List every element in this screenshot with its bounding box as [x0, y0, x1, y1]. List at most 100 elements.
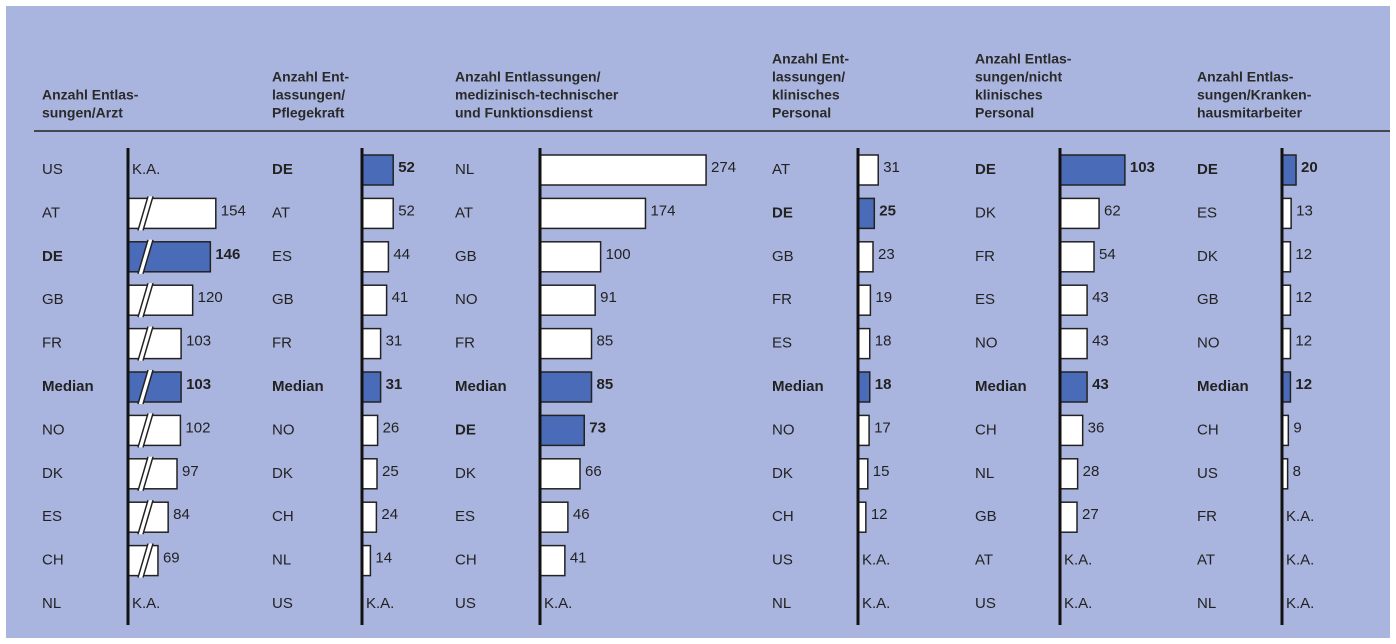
axis-break-line: [142, 413, 154, 448]
category-label: ES: [272, 248, 292, 265]
value-label: 43: [1092, 376, 1109, 393]
bar: [539, 241, 602, 273]
category-label: FR: [455, 335, 475, 352]
category-label: NL: [272, 552, 291, 569]
value-label: 103: [1130, 159, 1155, 176]
bar: [1059, 327, 1088, 360]
bar: [539, 501, 569, 533]
category-label: ES: [772, 335, 792, 352]
category-label: GB: [42, 291, 64, 308]
axis-break: [138, 283, 153, 318]
bar: [1281, 154, 1297, 186]
category-label: CH: [772, 508, 794, 525]
category-label: NL: [1197, 595, 1216, 612]
value-label: 25: [382, 463, 399, 480]
axis-break-line: [142, 543, 154, 578]
panel-title: Personal: [975, 105, 1034, 121]
category-label: US: [42, 161, 63, 178]
value-label: 102: [185, 419, 210, 436]
category-label: DK: [42, 465, 63, 482]
bar: [857, 327, 871, 360]
bar: [1059, 241, 1095, 273]
panel-title: Anzahl Entlas-: [1197, 69, 1294, 85]
category-label: FR: [772, 291, 792, 308]
category-label: Median: [455, 378, 507, 395]
value-label: 54: [1099, 246, 1116, 263]
category-label: FR: [1197, 508, 1217, 525]
bar: [361, 371, 382, 403]
bar: [857, 241, 874, 273]
bar: [127, 458, 178, 490]
value-label: K.A.: [862, 552, 890, 569]
bar: [361, 197, 394, 230]
bar: [1059, 501, 1078, 533]
panel-title: sungen/Kranken-: [1197, 87, 1312, 103]
bar: [857, 197, 876, 230]
value-label: 24: [381, 506, 398, 523]
bar: [127, 327, 182, 360]
value-label: 15: [873, 463, 890, 480]
axis-break-line: [137, 282, 149, 318]
value-label: K.A.: [132, 161, 160, 178]
bar: [857, 371, 871, 403]
panel-title: und Funktionsdienst: [455, 105, 593, 121]
bar: [127, 284, 194, 316]
category-label: AT: [1197, 552, 1215, 569]
bar: [361, 284, 388, 316]
category-label: GB: [772, 248, 794, 265]
value-label: K.A.: [544, 595, 572, 612]
axis-break-line: [137, 456, 149, 492]
category-label: DE: [272, 161, 293, 178]
bar: [127, 371, 182, 403]
value-label: 9: [1293, 419, 1301, 436]
value-label: 28: [1083, 463, 1100, 480]
axis-break-line: [142, 282, 154, 318]
panel-title: sungen/Arzt: [42, 105, 123, 121]
bar: [539, 327, 593, 360]
bar: [1059, 414, 1084, 447]
value-label: 52: [398, 202, 415, 219]
category-label: CH: [455, 552, 477, 569]
bar: [539, 154, 707, 186]
value-label: 31: [883, 159, 900, 176]
value-label: 12: [1295, 333, 1312, 350]
value-label: 12: [1295, 376, 1312, 393]
value-label: 100: [606, 246, 631, 263]
bar: [857, 414, 870, 447]
category-label: DE: [975, 161, 996, 178]
value-label: 103: [186, 333, 211, 350]
value-label: 154: [221, 202, 246, 219]
bar: [1059, 284, 1088, 316]
category-label: NO: [272, 421, 295, 438]
bar: [857, 154, 879, 186]
category-label: ES: [975, 291, 995, 308]
bar: [361, 414, 379, 447]
category-label: CH: [42, 552, 64, 569]
value-label: 8: [1293, 463, 1301, 480]
category-label: NO: [975, 335, 998, 352]
axis-break-line: [137, 196, 149, 231]
category-label: DK: [772, 465, 793, 482]
value-label: 120: [198, 289, 223, 306]
bar: [857, 284, 872, 316]
value-label: 41: [392, 289, 409, 306]
value-label: 31: [386, 333, 403, 350]
bar: [539, 458, 581, 490]
value-label: 19: [875, 289, 892, 306]
value-label: 20: [1301, 159, 1318, 176]
axis-break-line: [142, 456, 154, 492]
axis-break: [138, 543, 153, 578]
value-label: 274: [711, 159, 736, 176]
axis-break-line: [137, 326, 149, 361]
category-label: Median: [1197, 378, 1249, 395]
value-label: 52: [398, 159, 415, 176]
category-label: US: [772, 552, 793, 569]
value-label: 69: [163, 550, 180, 567]
category-label: ES: [455, 508, 475, 525]
value-label: K.A.: [132, 595, 160, 612]
panel-title: Pflegekraft: [272, 105, 345, 121]
value-label: 62: [1104, 202, 1121, 219]
value-label: 17: [874, 419, 891, 436]
category-label: Median: [772, 378, 824, 395]
category-label: DK: [455, 465, 476, 482]
